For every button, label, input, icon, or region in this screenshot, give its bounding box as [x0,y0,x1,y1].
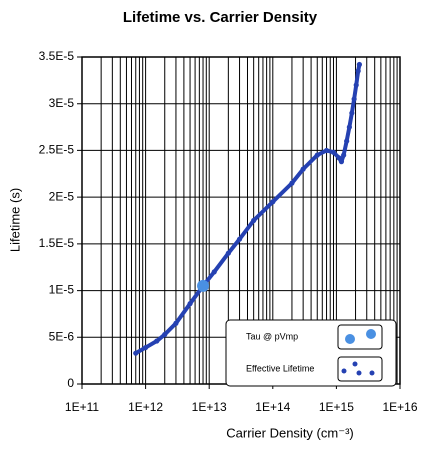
x-tick-label: 1E+16 [382,400,417,414]
point [162,331,168,338]
point [349,110,355,116]
point [330,149,337,155]
point [197,279,210,292]
series [197,279,210,292]
point [270,199,276,205]
point [225,250,231,256]
point [236,236,243,242]
legend-marker [341,368,347,374]
point [323,147,330,154]
point [356,61,363,68]
x-tick-label: 1E+12 [128,400,163,414]
legend-marker [352,361,358,367]
x-tick-label: 1E+13 [192,400,227,414]
x-axis-label: Carrier Density (cm⁻³) [226,425,353,440]
y-tick-label: 3E-5 [49,96,75,110]
legend-label: Tau @ pVmp [246,331,298,341]
point [353,82,359,88]
x-tick-label: 1E+14 [255,400,290,414]
y-tick-label: 0 [67,376,74,390]
point [346,124,352,130]
point [211,269,217,275]
point [344,138,350,144]
point [133,350,139,356]
series [133,61,363,356]
y-tick-label: 3.5E-5 [39,49,75,63]
y-axis-label: Lifetime (s) [7,188,22,252]
x-tick-label: 1E+11 [65,400,99,414]
point [314,152,320,158]
chart-title: Lifetime vs. Carrier Density [123,9,318,26]
point [187,301,193,307]
point [355,68,361,74]
legend-label: Effective Lifetime [246,363,314,373]
y-tick-label: 1E-5 [49,283,75,297]
x-tick-label: 1E+15 [319,400,354,414]
y-tick-label: 2E-5 [49,189,75,203]
point [338,159,345,165]
point [351,96,357,102]
legend-marker [366,329,376,339]
legend-marker [345,334,355,344]
point [300,166,306,172]
point [336,155,342,161]
y-tick-label: 2.5E-5 [39,143,75,157]
legend-swatch-box [337,324,383,350]
point [251,217,257,224]
y-tick-label: 1.5E-5 [39,236,75,250]
point [289,180,295,186]
y-tick-label: 5E-6 [49,329,75,343]
legend-marker [369,370,375,376]
point [173,320,179,326]
point [341,152,347,158]
legend-marker [356,370,362,376]
point [143,344,149,351]
point [154,338,160,344]
